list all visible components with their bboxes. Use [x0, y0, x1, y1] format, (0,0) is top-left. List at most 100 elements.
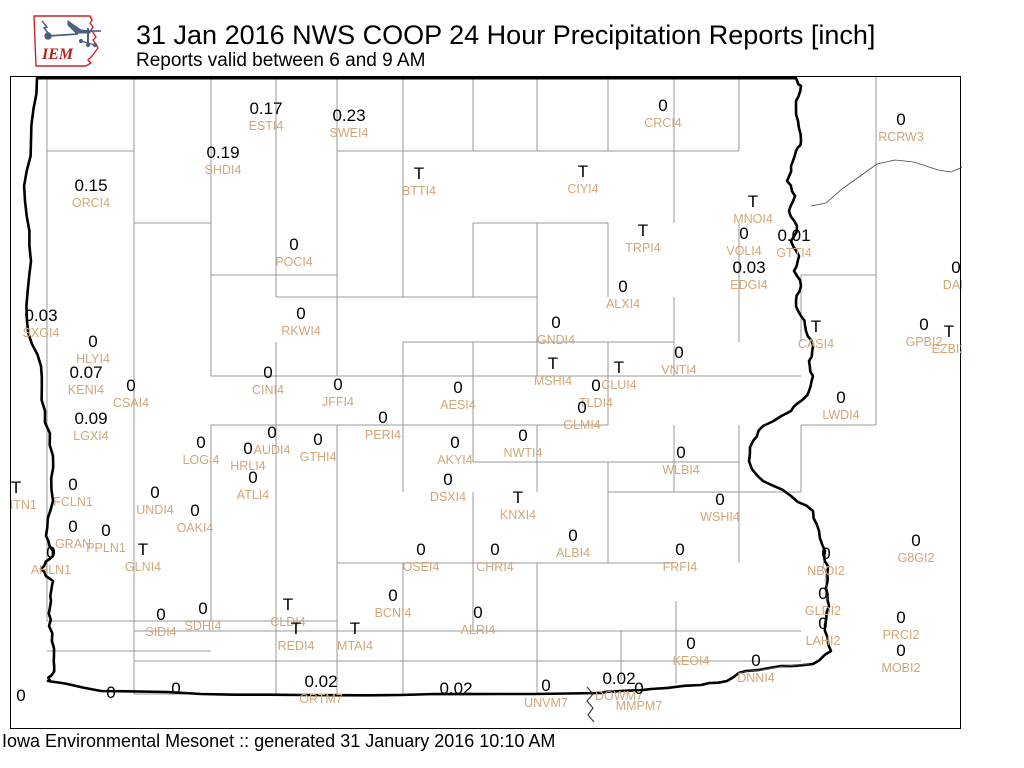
svg-text:ATLI4: ATLI4	[237, 488, 269, 502]
svg-text:0: 0	[919, 315, 928, 334]
svg-text:RCRW3: RCRW3	[878, 130, 924, 144]
svg-text:0: 0	[634, 679, 643, 698]
svg-text:0: 0	[951, 258, 960, 277]
svg-text:T: T	[578, 162, 588, 181]
svg-text:0.09: 0.09	[74, 409, 107, 428]
svg-text:NBOI2: NBOI2	[807, 564, 845, 578]
svg-text:0: 0	[577, 398, 586, 417]
svg-text:LWDI4: LWDI4	[822, 408, 859, 422]
svg-text:T: T	[748, 192, 758, 211]
svg-text:ALXI4: ALXI4	[606, 297, 640, 311]
svg-text:TRPI4: TRPI4	[625, 241, 660, 255]
svg-text:0.19: 0.19	[206, 143, 239, 162]
svg-text:0: 0	[333, 375, 342, 394]
svg-text:WSHI4: WSHI4	[700, 510, 740, 524]
svg-text:0: 0	[674, 343, 683, 362]
svg-text:0: 0	[68, 475, 77, 494]
svg-text:POCI4: POCI4	[275, 255, 313, 269]
svg-text:0.23: 0.23	[332, 106, 365, 125]
svg-text:FCLN1: FCLN1	[53, 495, 93, 509]
svg-text:0: 0	[551, 313, 560, 332]
svg-text:IEM: IEM	[41, 46, 74, 63]
svg-text:MMPM7: MMPM7	[616, 699, 663, 713]
svg-text:OSEI4: OSEI4	[403, 560, 440, 574]
svg-text:0: 0	[836, 388, 845, 407]
svg-text:0: 0	[568, 526, 577, 545]
svg-text:0: 0	[896, 608, 905, 627]
svg-text:0: 0	[450, 433, 459, 452]
svg-text:BCNI4: BCNI4	[375, 606, 412, 620]
svg-text:0.03: 0.03	[24, 306, 57, 325]
svg-text:AKYI4: AKYI4	[437, 453, 472, 467]
svg-text:T: T	[11, 478, 21, 497]
svg-text:EDGI4: EDGI4	[730, 278, 768, 292]
svg-text:PERI4: PERI4	[365, 428, 401, 442]
svg-text:BTTI4: BTTI4	[402, 184, 436, 198]
svg-text:SDHI4: SDHI4	[185, 619, 222, 633]
svg-text:0: 0	[126, 376, 135, 395]
svg-text:0: 0	[821, 544, 830, 563]
svg-text:0: 0	[896, 641, 905, 660]
svg-text:RKWI4: RKWI4	[281, 324, 321, 338]
svg-text:T: T	[350, 619, 360, 638]
svg-text:0: 0	[248, 468, 257, 487]
svg-text:EZBI2: EZBI2	[932, 342, 962, 356]
svg-text:0.01: 0.01	[777, 226, 810, 245]
svg-text:0: 0	[453, 378, 462, 397]
svg-text:NWTI4: NWTI4	[504, 446, 543, 460]
svg-text:VNTI4: VNTI4	[661, 363, 696, 377]
svg-text:0.15: 0.15	[74, 176, 107, 195]
svg-text:T: T	[811, 317, 821, 336]
svg-text:T: T	[291, 619, 301, 638]
svg-text:SIDI4: SIDI4	[145, 625, 176, 639]
svg-text:0.03: 0.03	[732, 258, 765, 277]
svg-text:0: 0	[171, 679, 180, 698]
svg-text:0: 0	[676, 443, 685, 462]
svg-text:CLUI4: CLUI4	[601, 378, 636, 392]
svg-text:T: T	[283, 595, 293, 614]
svg-text:0: 0	[150, 483, 159, 502]
svg-text:CINI4: CINI4	[252, 383, 284, 397]
svg-text:0: 0	[46, 543, 55, 562]
svg-text:T: T	[944, 322, 954, 341]
svg-text:FMTN1: FMTN1	[11, 498, 37, 512]
svg-text:AUDI4: AUDI4	[254, 443, 291, 457]
svg-text:LGXI4: LGXI4	[73, 429, 108, 443]
svg-text:MOBI2: MOBI2	[882, 661, 921, 675]
svg-text:0: 0	[518, 426, 527, 445]
svg-text:GLMI4: GLMI4	[563, 418, 601, 432]
svg-text:0.02: 0.02	[304, 672, 337, 691]
svg-text:CRCI4: CRCI4	[644, 116, 682, 130]
svg-text:0: 0	[473, 603, 482, 622]
svg-text:0: 0	[263, 363, 272, 382]
svg-text:GNDI4: GNDI4	[537, 333, 575, 347]
svg-text:T: T	[614, 358, 624, 377]
svg-text:0: 0	[715, 490, 724, 509]
svg-text:0: 0	[267, 423, 276, 442]
svg-text:CSAI4: CSAI4	[113, 396, 149, 410]
svg-text:0: 0	[416, 540, 425, 559]
svg-text:JFFI4: JFFI4	[322, 395, 354, 409]
svg-text:VOLI4: VOLI4	[726, 244, 761, 258]
svg-text:LAHI2: LAHI2	[806, 634, 841, 648]
svg-text:AHLN1: AHLN1	[31, 563, 71, 577]
svg-text:0: 0	[378, 408, 387, 427]
svg-text:GLNI4: GLNI4	[125, 560, 161, 574]
svg-text:0: 0	[198, 599, 207, 618]
svg-text:KENI4: KENI4	[68, 383, 104, 397]
svg-text:G8GI2: G8GI2	[898, 551, 935, 565]
svg-text:0: 0	[101, 521, 110, 540]
svg-text:DAR: DAR	[943, 278, 962, 292]
svg-text:ORTM7: ORTM7	[299, 692, 343, 706]
svg-text:0: 0	[156, 605, 165, 624]
svg-text:CHRI4: CHRI4	[476, 560, 514, 574]
svg-text:ESTI4: ESTI4	[249, 119, 284, 133]
svg-text:0: 0	[490, 540, 499, 559]
svg-text:0: 0	[16, 686, 25, 705]
svg-text:0: 0	[289, 235, 298, 254]
svg-text:0: 0	[911, 531, 920, 550]
svg-text:SWEI4: SWEI4	[330, 126, 369, 140]
svg-text:0: 0	[68, 517, 77, 536]
svg-text:DSXI4: DSXI4	[430, 490, 466, 504]
svg-text:T: T	[138, 540, 148, 559]
